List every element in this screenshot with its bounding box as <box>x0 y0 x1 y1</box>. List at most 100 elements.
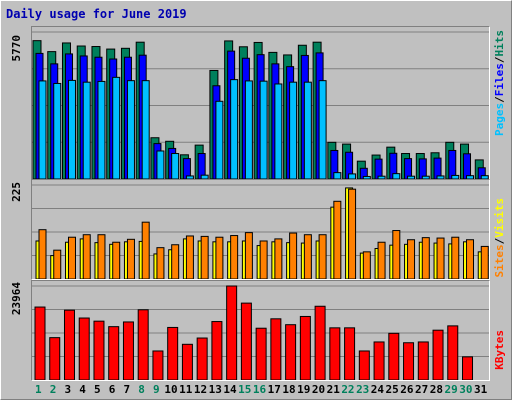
pages-bar <box>185 175 194 179</box>
legend-sep-2: / <box>493 56 506 64</box>
pages-bar <box>303 81 312 179</box>
pages-bar <box>126 80 135 179</box>
kbytes-bar <box>63 309 75 380</box>
pages-bar <box>112 76 121 179</box>
kbytes-bar <box>78 317 90 380</box>
kbytes-bar <box>211 321 223 380</box>
sites-bar <box>67 236 76 279</box>
x-tick-label: 21 <box>327 383 341 395</box>
x-tick-label: 10 <box>164 383 177 395</box>
x-tick-label: 7 <box>124 383 131 395</box>
x-tick-label: 11 <box>179 383 193 395</box>
x-tick-label: 9 <box>153 383 160 395</box>
kbytes-bar <box>167 326 179 380</box>
sites-bar <box>259 240 268 279</box>
pages-bar <box>53 82 62 179</box>
bot-ymax-label: 23964 <box>10 282 23 316</box>
sites-bar <box>480 245 489 279</box>
files-bar <box>448 149 457 179</box>
bot-plot-svg <box>32 285 489 380</box>
x-tick-label: 12 <box>194 383 207 395</box>
mid-plot-svg <box>32 184 489 279</box>
sites-bar <box>126 238 135 279</box>
sites-bar <box>377 241 386 279</box>
x-tick-label: 6 <box>109 383 116 395</box>
sites-legend: Sites <box>493 244 506 278</box>
top-ymax-label: 5770 <box>10 35 23 62</box>
pages-bar <box>215 100 224 179</box>
sites-bar <box>38 229 47 279</box>
x-tick-label: 1 <box>35 383 42 395</box>
x-tick-label: 31 <box>474 383 488 395</box>
sites-bar <box>82 234 91 279</box>
bot-plot <box>31 280 490 381</box>
x-tick-label: 30 <box>459 383 472 395</box>
hits-legend: Hits <box>493 30 506 57</box>
sites-bar <box>53 249 62 279</box>
kbytes-bar <box>403 342 415 380</box>
sites-bar <box>392 230 401 279</box>
pages-bar <box>141 80 150 179</box>
x-tick-label: 27 <box>415 383 428 395</box>
files-bar <box>374 158 383 179</box>
pages-bar <box>289 81 298 179</box>
top-plot-svg <box>32 31 489 179</box>
legend-sep-1: / <box>493 96 506 103</box>
sites-bar <box>97 234 106 279</box>
kbytes-bar <box>373 341 385 380</box>
x-tick-label: 8 <box>138 383 145 395</box>
sites-bar <box>171 244 180 279</box>
x-tick-label: 2 <box>50 383 57 395</box>
files-legend: Files <box>493 63 506 97</box>
sites-bar <box>436 237 445 279</box>
top-right-label: Pages/Files/Hits <box>493 30 506 136</box>
pages-bar <box>38 80 47 179</box>
chart-title: Daily usage for June 2019 <box>6 7 187 21</box>
sites-bar <box>362 251 371 279</box>
x-tick-label: 20 <box>312 383 325 395</box>
x-tick-label: 3 <box>65 383 72 395</box>
kbytes-bar <box>299 315 311 380</box>
mid-plot <box>31 179 490 280</box>
sites-bar <box>141 221 150 279</box>
sites-bar <box>215 236 224 279</box>
files-bar <box>197 153 206 179</box>
mid-ymax-label: 225 <box>10 182 23 202</box>
files-bar <box>433 157 442 179</box>
x-tick-label: 28 <box>430 383 443 395</box>
kbytes-bar <box>417 341 429 380</box>
files-bar <box>389 152 398 179</box>
kbytes-legend: KBytes <box>493 330 506 370</box>
legend-sep-3: / <box>493 237 506 245</box>
x-axis: 1 2 3 4 5 6 7 8 9 10 11 12 13 14 15 16 17 18 19 20 21 22 23 24 2… <box>35 383 488 395</box>
pages-bar <box>171 153 180 179</box>
sites-bar <box>230 235 239 279</box>
pages-bar <box>230 79 239 179</box>
kbytes-bar <box>152 350 164 380</box>
kbytes-bar <box>344 327 356 380</box>
pages-legend: Pages <box>493 102 506 136</box>
x-tick-label: 23 <box>356 383 369 395</box>
pages-bar <box>436 175 445 179</box>
sites-bar <box>244 232 253 279</box>
pages-bar <box>67 79 76 179</box>
sites-bar <box>451 236 460 279</box>
kbytes-bar <box>329 327 341 380</box>
visits-legend: Visits <box>493 198 506 238</box>
kbytes-bar <box>49 337 61 380</box>
kbytes-bar <box>181 343 193 380</box>
x-tick-label: 13 <box>209 383 222 395</box>
pages-bar <box>392 173 401 179</box>
pages-bar <box>259 80 268 179</box>
kbytes-bar <box>226 285 238 380</box>
kbytes-bar <box>93 320 105 380</box>
kbytes-bar <box>358 350 370 380</box>
kbytes-bar <box>432 329 444 380</box>
top-plot <box>31 26 490 180</box>
sites-bar <box>318 234 327 279</box>
kbytes-bar <box>462 356 474 380</box>
x-tick-label: 26 <box>400 383 414 395</box>
pages-bar <box>97 80 106 179</box>
kbytes-bar <box>388 332 400 380</box>
sites-bar <box>421 237 430 279</box>
